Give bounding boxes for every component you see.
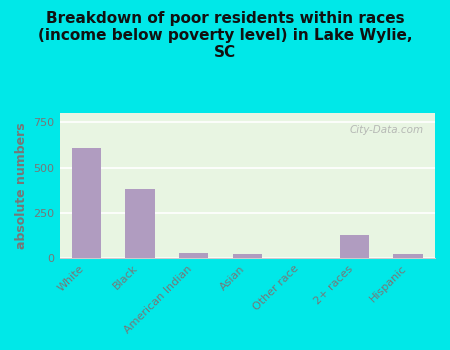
Text: Breakdown of poor residents within races
(income below poverty level) in Lake Wy: Breakdown of poor residents within races… xyxy=(38,10,412,60)
Bar xyxy=(340,235,369,258)
Bar xyxy=(125,189,155,258)
Bar xyxy=(72,148,101,258)
Bar xyxy=(393,254,423,258)
Y-axis label: absolute numbers: absolute numbers xyxy=(15,122,28,249)
Bar xyxy=(179,253,208,258)
Text: City-Data.com: City-Data.com xyxy=(350,125,424,135)
Bar xyxy=(233,254,262,258)
